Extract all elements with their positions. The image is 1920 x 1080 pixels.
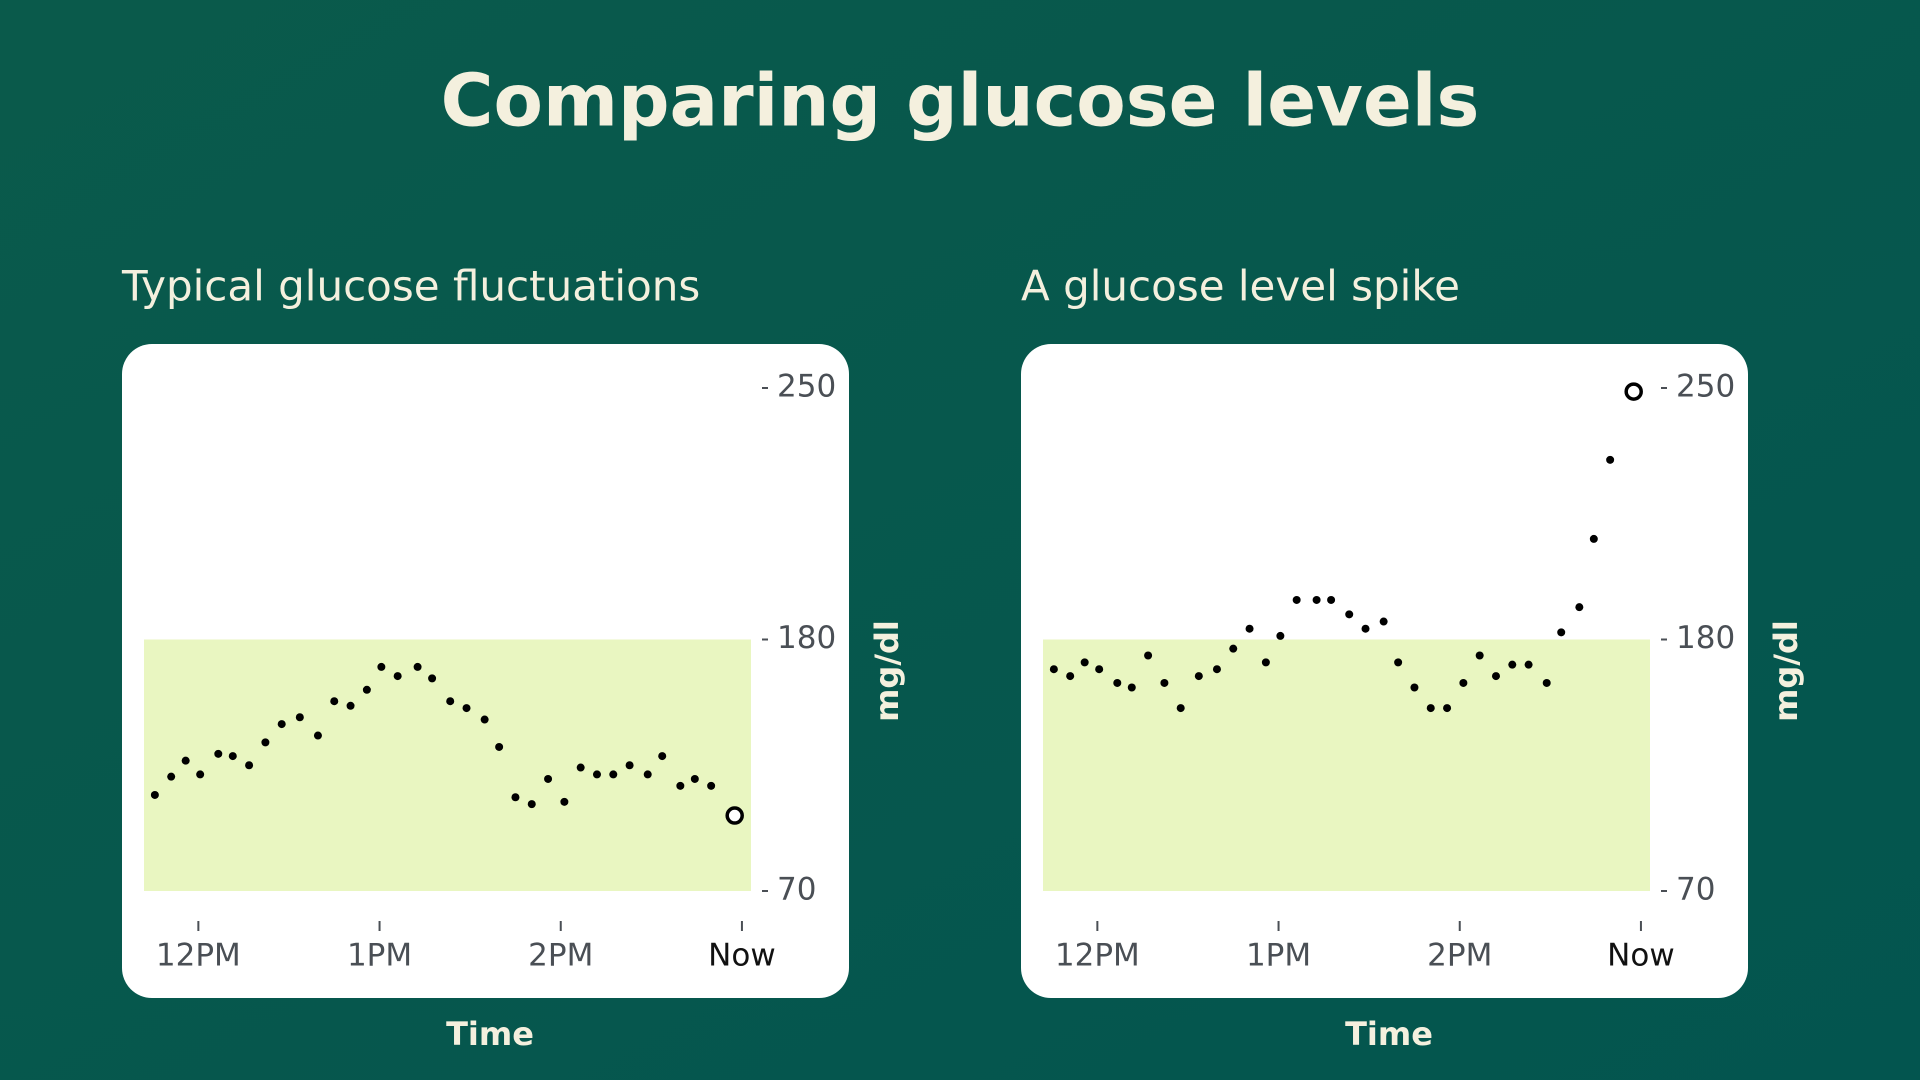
reading <box>377 662 386 671</box>
reading <box>480 715 489 724</box>
reading <box>560 797 569 806</box>
reading <box>1443 704 1452 713</box>
reading <box>428 674 437 683</box>
reading <box>1491 672 1500 681</box>
reading <box>1379 617 1388 626</box>
reading <box>393 672 402 681</box>
reading <box>1176 704 1185 713</box>
current-reading <box>1624 382 1643 401</box>
reading <box>495 742 504 751</box>
current-reading <box>725 806 744 825</box>
reading <box>1261 658 1270 667</box>
reading <box>150 790 159 799</box>
reading <box>527 800 536 809</box>
normal-range-band <box>144 639 751 891</box>
reading <box>690 774 699 783</box>
x-tick-label: Now <box>1607 938 1675 974</box>
x-tick-label: 2PM <box>1427 938 1492 974</box>
reading <box>1276 631 1285 640</box>
x-tick-label: 2PM <box>528 938 593 974</box>
reading <box>413 662 422 671</box>
reading <box>707 781 716 790</box>
reading <box>1327 595 1336 604</box>
reading <box>1557 628 1566 637</box>
reading <box>1229 644 1238 653</box>
reading <box>214 749 223 758</box>
reading <box>1212 665 1221 674</box>
reading <box>1345 610 1354 619</box>
reading <box>1095 665 1104 674</box>
reading <box>658 752 667 761</box>
reading <box>1066 672 1075 681</box>
reading <box>1410 683 1419 692</box>
reading <box>1049 665 1058 674</box>
x-tick-label: Now <box>708 938 776 974</box>
reading <box>362 685 371 694</box>
reading <box>1312 595 1321 604</box>
x-axis-label: Time <box>1345 1015 1433 1053</box>
reading <box>1575 603 1584 612</box>
reading <box>1144 651 1153 660</box>
reading <box>1542 678 1551 687</box>
x-tick-label: 12PM <box>1055 938 1140 974</box>
reading <box>676 781 685 790</box>
reading <box>1394 658 1403 667</box>
reading <box>181 756 190 765</box>
reading <box>1524 660 1533 669</box>
reading <box>1475 651 1484 660</box>
reading <box>1606 455 1615 464</box>
reading <box>1361 624 1370 633</box>
y-axis-label: mg/dl <box>868 620 906 722</box>
reading <box>277 720 286 729</box>
reading <box>1194 672 1203 681</box>
x-tick-label: 1PM <box>347 938 412 974</box>
reading <box>261 738 270 747</box>
reading <box>1292 595 1301 604</box>
reading <box>295 713 304 722</box>
reading <box>228 752 237 761</box>
page-title: Comparing glucose levels <box>441 59 1480 143</box>
reading <box>609 770 618 779</box>
x-tick-label: 1PM <box>1246 938 1311 974</box>
reading <box>1080 658 1089 667</box>
reading <box>462 704 471 713</box>
reading <box>544 774 553 783</box>
y-axis-label: mg/dl <box>1767 620 1805 722</box>
y-tick-label: 250 <box>777 369 836 405</box>
reading <box>245 761 254 770</box>
chart-title: A glucose level spike <box>1021 262 1460 311</box>
reading <box>1508 660 1517 669</box>
normal-range-band <box>1043 639 1650 891</box>
reading <box>1426 704 1435 713</box>
reading <box>1459 678 1468 687</box>
reading <box>330 697 339 706</box>
reading <box>346 701 355 710</box>
reading <box>625 761 634 770</box>
y-tick-label: 70 <box>777 872 816 908</box>
reading <box>511 793 520 802</box>
reading <box>643 770 652 779</box>
reading <box>167 772 176 781</box>
reading <box>1127 683 1136 692</box>
reading <box>196 770 205 779</box>
y-tick-label: 70 <box>1676 872 1715 908</box>
reading <box>1160 678 1169 687</box>
y-tick-label: 250 <box>1676 369 1735 405</box>
reading <box>1245 624 1254 633</box>
y-tick-label: 180 <box>1676 620 1735 656</box>
x-tick-label: 12PM <box>156 938 241 974</box>
reading <box>576 763 585 772</box>
chart-title: Typical glucose fluctuations <box>121 262 700 311</box>
reading <box>313 731 322 740</box>
y-tick-label: 180 <box>777 620 836 656</box>
reading <box>446 697 455 706</box>
reading <box>592 770 601 779</box>
x-axis-label: Time <box>446 1015 534 1053</box>
reading <box>1589 534 1598 543</box>
reading <box>1113 678 1122 687</box>
